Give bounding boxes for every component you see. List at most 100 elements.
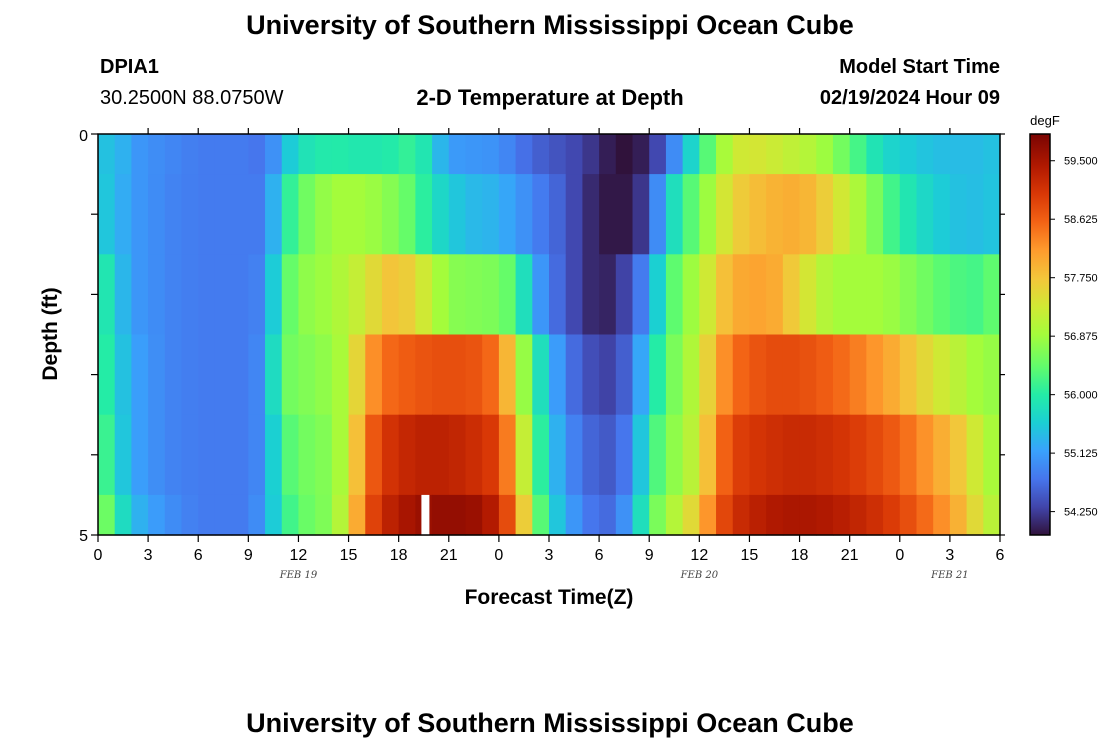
heatmap-cell [866,334,884,416]
heatmap-cell [231,254,249,336]
heatmap-cell [415,254,433,336]
heatmap-cell [782,174,801,255]
heatmap-cell [465,174,483,255]
heatmap-cell [114,254,132,336]
heatmap-cell [498,134,517,175]
heatmap-cell [782,334,801,416]
heatmap-cell [98,334,116,416]
heatmap-cell [298,334,316,416]
x-tick-label: 6 [996,547,1005,564]
heatmap-cell [381,254,400,336]
heatmap-cell [866,134,884,175]
heatmap-cell [649,494,667,536]
heatmap-cell [114,414,132,496]
heatmap-cell [532,134,550,175]
gap-marker [421,494,430,535]
heatmap-cell [732,414,751,496]
heatmap-cell [716,254,734,336]
heatmap-cell [632,494,650,536]
heatmap-cell [482,254,500,336]
x-tick-label: 15 [741,547,759,564]
heatmap-cell [448,334,467,416]
heatmap-cell [933,494,951,536]
heatmap-cell [315,134,333,175]
heatmap-cell [398,334,416,416]
date-labels: FEB 19 FEB 20 FEB 21 [279,570,969,581]
heatmap-cell [749,334,767,416]
y-tick-label: 0 [79,128,88,145]
heatmap-cell [582,134,600,175]
heatmap-cell [565,494,583,536]
x-tick-label: 6 [595,547,604,564]
heatmap-cell [716,494,734,536]
heatmap-cell [649,254,667,336]
heatmap-cell [949,134,968,175]
heatmap-cell [148,174,166,255]
heatmap-cell [615,414,634,496]
heatmap-cell [665,134,684,175]
heatmap-cell [732,134,751,175]
heatmap-cells [98,134,1001,536]
heatmap-cell [832,334,851,416]
heatmap-cell [849,334,867,416]
heatmap-cell [398,414,416,496]
heatmap-cell [615,174,634,255]
heatmap-cell [599,414,617,496]
heatmap-cell [632,134,650,175]
heatmap-cell [716,414,734,496]
heatmap-cell [883,414,901,496]
heatmap-cell [615,254,634,336]
heatmap-cell [365,414,383,496]
colorbar-tick-label: 57.750 [1064,273,1098,285]
station-id: DPIA1 [100,56,159,78]
heatmap-cell [482,134,500,175]
heatmap-cell [649,174,667,255]
heatmap-cell [131,134,149,175]
heatmap-cell [933,414,951,496]
heatmap-cell [549,134,567,175]
heatmap-cell [498,414,517,496]
heatmap-cell [983,254,1001,336]
x-tick-label: 21 [841,547,859,564]
heatmap-cell [799,334,817,416]
heatmap-cell [415,174,433,255]
heatmap-cell [565,174,583,255]
heatmap-cell [515,174,533,255]
heatmap-cell [415,414,433,496]
heatmap-cell [632,254,650,336]
heatmap-cell [966,174,984,255]
heatmap-cell [248,414,266,496]
heatmap-cell [181,254,199,336]
heatmap-cell [348,494,366,536]
heatmap-cell [966,334,984,416]
heatmap-cell [582,334,600,416]
heatmap-cell [682,334,700,416]
heatmap-cell [532,414,550,496]
heatmap-cell [415,134,433,175]
heatmap-cell [665,334,684,416]
heatmap-cell [866,254,884,336]
heatmap-cell [716,134,734,175]
heatmap-cell [816,334,834,416]
heatmap-cell [448,134,467,175]
y-axis-title: Depth (ft) [39,287,62,380]
heatmap-cell [281,494,300,536]
heatmap-cell [532,254,550,336]
heatmap-cell [766,134,784,175]
colorbar-tick-label: 56.875 [1064,331,1098,343]
heatmap-cell [482,494,500,536]
heatmap-cell [682,254,700,336]
heatmap-cell [732,494,751,536]
x-tick-label: 9 [244,547,253,564]
heatmap-cell [782,494,801,536]
heatmap-cell [432,414,450,496]
heatmap-cell [816,134,834,175]
heatmap-cell [983,134,1001,175]
heatmap-cell [933,334,951,416]
colorbar-unit: degF [1030,113,1060,128]
heatmap-cell [181,134,199,175]
heatmap-cell [348,334,366,416]
heatmap-cell [766,174,784,255]
heatmap-cell [98,254,116,336]
heatmap-cell [148,134,166,175]
